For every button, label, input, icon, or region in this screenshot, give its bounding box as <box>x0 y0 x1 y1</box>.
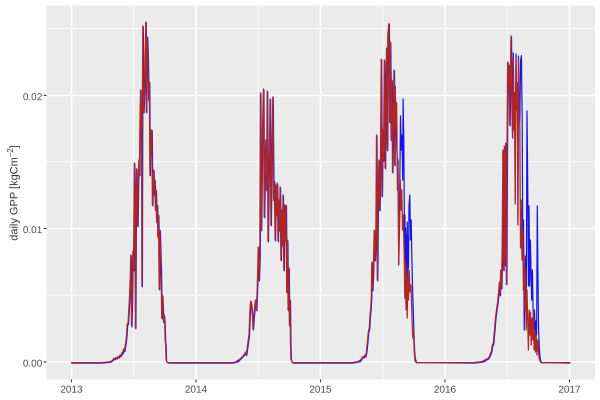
svg-text:0.00: 0.00 <box>23 359 43 370</box>
svg-text:2013: 2013 <box>60 385 83 396</box>
svg-text:2014: 2014 <box>185 385 208 396</box>
svg-text:2016: 2016 <box>434 385 457 396</box>
svg-text:0.01: 0.01 <box>23 225 43 236</box>
svg-text:2015: 2015 <box>309 385 332 396</box>
svg-text:0.02: 0.02 <box>23 92 43 103</box>
svg-text:daily GPP [kgCm−2]: daily GPP [kgCm−2] <box>6 145 20 241</box>
svg-text:2017: 2017 <box>558 385 581 396</box>
